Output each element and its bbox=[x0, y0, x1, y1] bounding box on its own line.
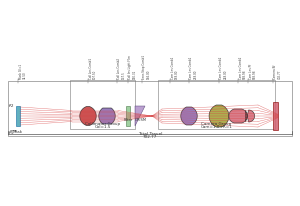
Text: Total Travel: Total Travel bbox=[138, 131, 162, 135]
Text: GRISM: GRISM bbox=[135, 117, 147, 121]
Text: Coll Lns Comb1
107.50: Coll Lns Comb1 107.50 bbox=[88, 58, 97, 79]
FancyBboxPatch shape bbox=[8, 82, 292, 136]
Text: Camera Bf
702.77: Camera Bf 702.77 bbox=[274, 64, 282, 79]
Text: Camera Group: Camera Group bbox=[201, 121, 232, 125]
Polygon shape bbox=[135, 107, 145, 126]
Text: Lens Stop Comb1
166.00: Lens Stop Comb1 166.00 bbox=[142, 55, 151, 79]
Polygon shape bbox=[209, 105, 229, 127]
Text: Collimator Group: Collimator Group bbox=[85, 121, 120, 125]
Polygon shape bbox=[246, 110, 255, 122]
Text: f/5: f/5 bbox=[9, 130, 15, 134]
Text: Cam Lns Comb1
218.00: Cam Lns Comb1 218.00 bbox=[190, 56, 198, 79]
Polygon shape bbox=[99, 109, 115, 124]
Text: Coll Lns Comb2
137.5: Coll Lns Comb2 137.5 bbox=[118, 58, 126, 79]
Text: Cam Lns Comb2
248.00: Cam Lns Comb2 248.00 bbox=[220, 56, 228, 79]
Polygon shape bbox=[229, 109, 247, 123]
Text: Mask G(=1
34.50: Mask G(=1 34.50 bbox=[19, 64, 27, 79]
FancyBboxPatch shape bbox=[126, 107, 130, 126]
Text: f/2: f/2 bbox=[9, 103, 15, 108]
Text: Mask: Mask bbox=[13, 129, 23, 133]
Text: Coll lns Light Film
150.31: Coll lns Light Film 150.31 bbox=[128, 55, 137, 79]
Text: Col=1.5: Col=1.5 bbox=[94, 125, 111, 129]
Text: Filter: Filter bbox=[123, 117, 133, 121]
FancyBboxPatch shape bbox=[273, 103, 278, 130]
Text: Cam=1.0+R=1: Cam=1.0+R=1 bbox=[201, 125, 232, 129]
FancyBboxPatch shape bbox=[16, 107, 20, 126]
Text: Cam Lns Pf
598.98: Cam Lns Pf 598.98 bbox=[248, 64, 257, 79]
Text: Cam Lns Comb1
188.00: Cam Lns Comb1 188.00 bbox=[170, 56, 179, 79]
Polygon shape bbox=[80, 107, 96, 126]
Text: 702.77: 702.77 bbox=[143, 135, 157, 139]
Polygon shape bbox=[181, 108, 197, 125]
Text: Cam Lns Comb2
568.98: Cam Lns Comb2 568.98 bbox=[238, 56, 247, 79]
